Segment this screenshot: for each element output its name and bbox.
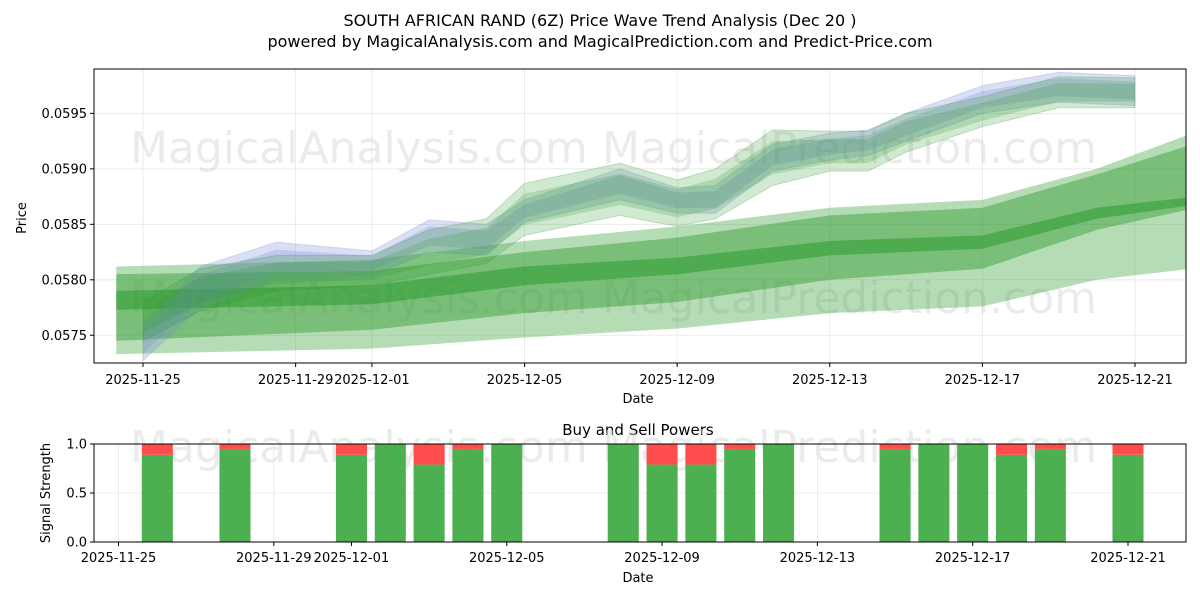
price-band-blue xyxy=(142,71,1136,362)
price-watermarks: MagicalAnalysis.com MagicalPrediction.co… xyxy=(130,123,1097,324)
buy-bar xyxy=(452,448,484,542)
buy-bar xyxy=(1034,448,1066,542)
signal-x-tick-label: 2025-12-13 xyxy=(780,551,856,566)
buy-bar xyxy=(141,454,173,542)
price-plot-frame xyxy=(93,68,1187,364)
chart-title: SOUTH AFRICAN RAND (6Z) Price Wave Trend… xyxy=(344,11,857,30)
signal-x-ticks: 2025-11-25 2025-11-29 2025-12-01 2025-12-05… xyxy=(81,542,1166,566)
buy-bar xyxy=(685,464,717,542)
price-x-tick-label: 2025-12-01 xyxy=(334,373,410,388)
buy-bar xyxy=(918,444,950,542)
signal-x-tick-label: 2025-12-17 xyxy=(935,551,1011,566)
price-x-label: Date xyxy=(622,392,653,407)
price-y-tick-label: 0.0585 xyxy=(42,218,88,233)
price-y-ticks: 0.0575 0.0580 0.0585 0.0590 0.0595 xyxy=(42,107,94,344)
price-x-tick-label: 2025-12-13 xyxy=(792,373,868,388)
price-x-tick-label: 2025-12-17 xyxy=(945,373,1021,388)
signal-chart: Buy and Sell Powers MagicalAnalysis.com … xyxy=(39,421,1187,586)
sell-bar xyxy=(219,444,251,449)
watermark-prediction-top: MagicalPrediction.com xyxy=(602,123,1097,174)
buy-bar xyxy=(491,444,523,542)
buy-bar xyxy=(374,444,406,542)
signal-y-ticks: 0.0 0.5 1.0 xyxy=(66,438,94,551)
price-y-tick-label: 0.0580 xyxy=(42,273,88,288)
buy-bar xyxy=(1112,454,1144,542)
prediction-band-core xyxy=(116,197,1186,310)
buy-bar xyxy=(413,464,445,542)
price-chart: MagicalAnalysis.com MagicalPrediction.co… xyxy=(15,68,1187,407)
price-bands xyxy=(116,71,1186,362)
buy-bar xyxy=(335,454,367,542)
chart-subtitle: powered by MagicalAnalysis.com and Magic… xyxy=(267,32,932,51)
sell-bar xyxy=(335,444,367,455)
buy-bar xyxy=(724,448,756,542)
signal-y-tick-label: 0.0 xyxy=(66,536,87,551)
price-x-tick-label: 2025-12-09 xyxy=(639,373,715,388)
signal-y-tick-label: 0.5 xyxy=(66,487,87,502)
sell-bar xyxy=(141,444,173,455)
price-x-ticks: 2025-11-25 2025-11-29 2025-12-01 2025-12-05… xyxy=(105,363,1173,388)
price-band-green xyxy=(142,76,1136,342)
price-x-tick-label: 2025-11-29 xyxy=(258,373,334,388)
price-y-tick-label: 0.0575 xyxy=(42,329,88,344)
price-x-tick-label: 2025-12-05 xyxy=(487,373,563,388)
sell-bar xyxy=(1034,444,1066,449)
signal-x-tick-label: 2025-12-09 xyxy=(624,551,700,566)
signal-bars xyxy=(141,444,1144,542)
signal-y-label: Signal Strength xyxy=(39,443,54,543)
buy-bar xyxy=(957,444,989,542)
sell-bar xyxy=(879,444,911,449)
sell-bar xyxy=(995,444,1028,455)
price-band-green-core xyxy=(143,83,1135,333)
price-x-tick-label: 2025-11-25 xyxy=(105,373,181,388)
price-y-tick-label: 0.0595 xyxy=(42,107,88,122)
buy-bar xyxy=(995,454,1028,542)
buy-bar xyxy=(879,448,911,542)
sell-bar xyxy=(452,444,484,449)
signal-x-tick-label: 2025-12-01 xyxy=(314,551,390,566)
signal-x-tick-label: 2025-12-21 xyxy=(1090,551,1166,566)
buy-bar xyxy=(607,444,639,542)
sell-bar xyxy=(685,444,717,465)
signal-x-tick-label: 2025-11-25 xyxy=(81,551,157,566)
buy-bar xyxy=(219,448,251,542)
sell-bar xyxy=(413,444,445,465)
price-x-tick-label: 2025-12-21 xyxy=(1097,373,1173,388)
signal-y-tick-label: 1.0 xyxy=(66,438,87,453)
signal-x-tick-label: 2025-12-05 xyxy=(469,551,545,566)
signal-chart-title: Buy and Sell Powers xyxy=(562,421,714,439)
price-grid xyxy=(94,69,1186,363)
watermark-prediction-mid: MagicalPrediction.com xyxy=(602,273,1097,324)
signal-x-label: Date xyxy=(622,571,653,586)
buy-bar xyxy=(646,464,678,542)
buy-bar xyxy=(763,444,795,542)
watermark-analysis-top: MagicalAnalysis.com xyxy=(130,123,588,174)
price-y-tick-label: 0.0590 xyxy=(42,162,88,177)
sell-bar xyxy=(724,444,756,449)
price-y-label: Price xyxy=(15,202,30,234)
signal-x-tick-label: 2025-11-29 xyxy=(236,551,312,566)
sell-bar xyxy=(646,444,678,465)
sell-bar xyxy=(1112,444,1144,455)
